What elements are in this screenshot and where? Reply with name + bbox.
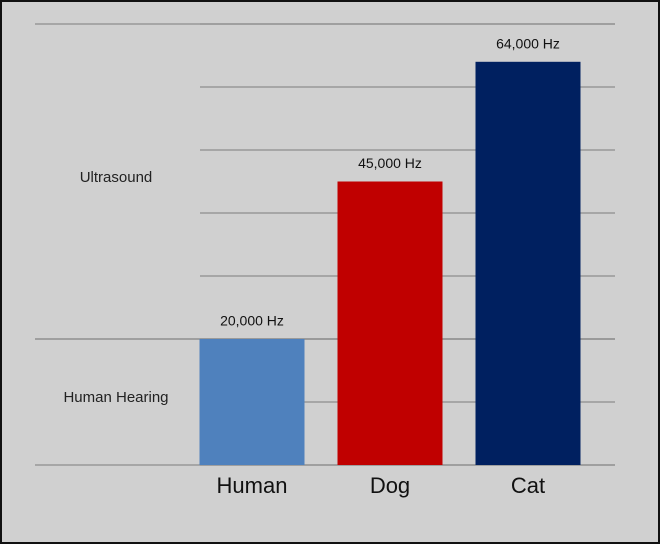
value-label: 20,000 Hz [220,313,284,329]
x-tick-label: Dog [370,473,410,498]
x-tick-label: Human [217,473,288,498]
value-label: 45,000 Hz [358,155,422,171]
band-label: Ultrasound [79,168,153,186]
value-label: 64,000 Hz [496,36,560,52]
bar [337,181,443,465]
bar [199,339,305,465]
bar [475,61,581,466]
band-label: Human Hearing [63,389,169,406]
x-tick-label: Cat [511,473,545,498]
